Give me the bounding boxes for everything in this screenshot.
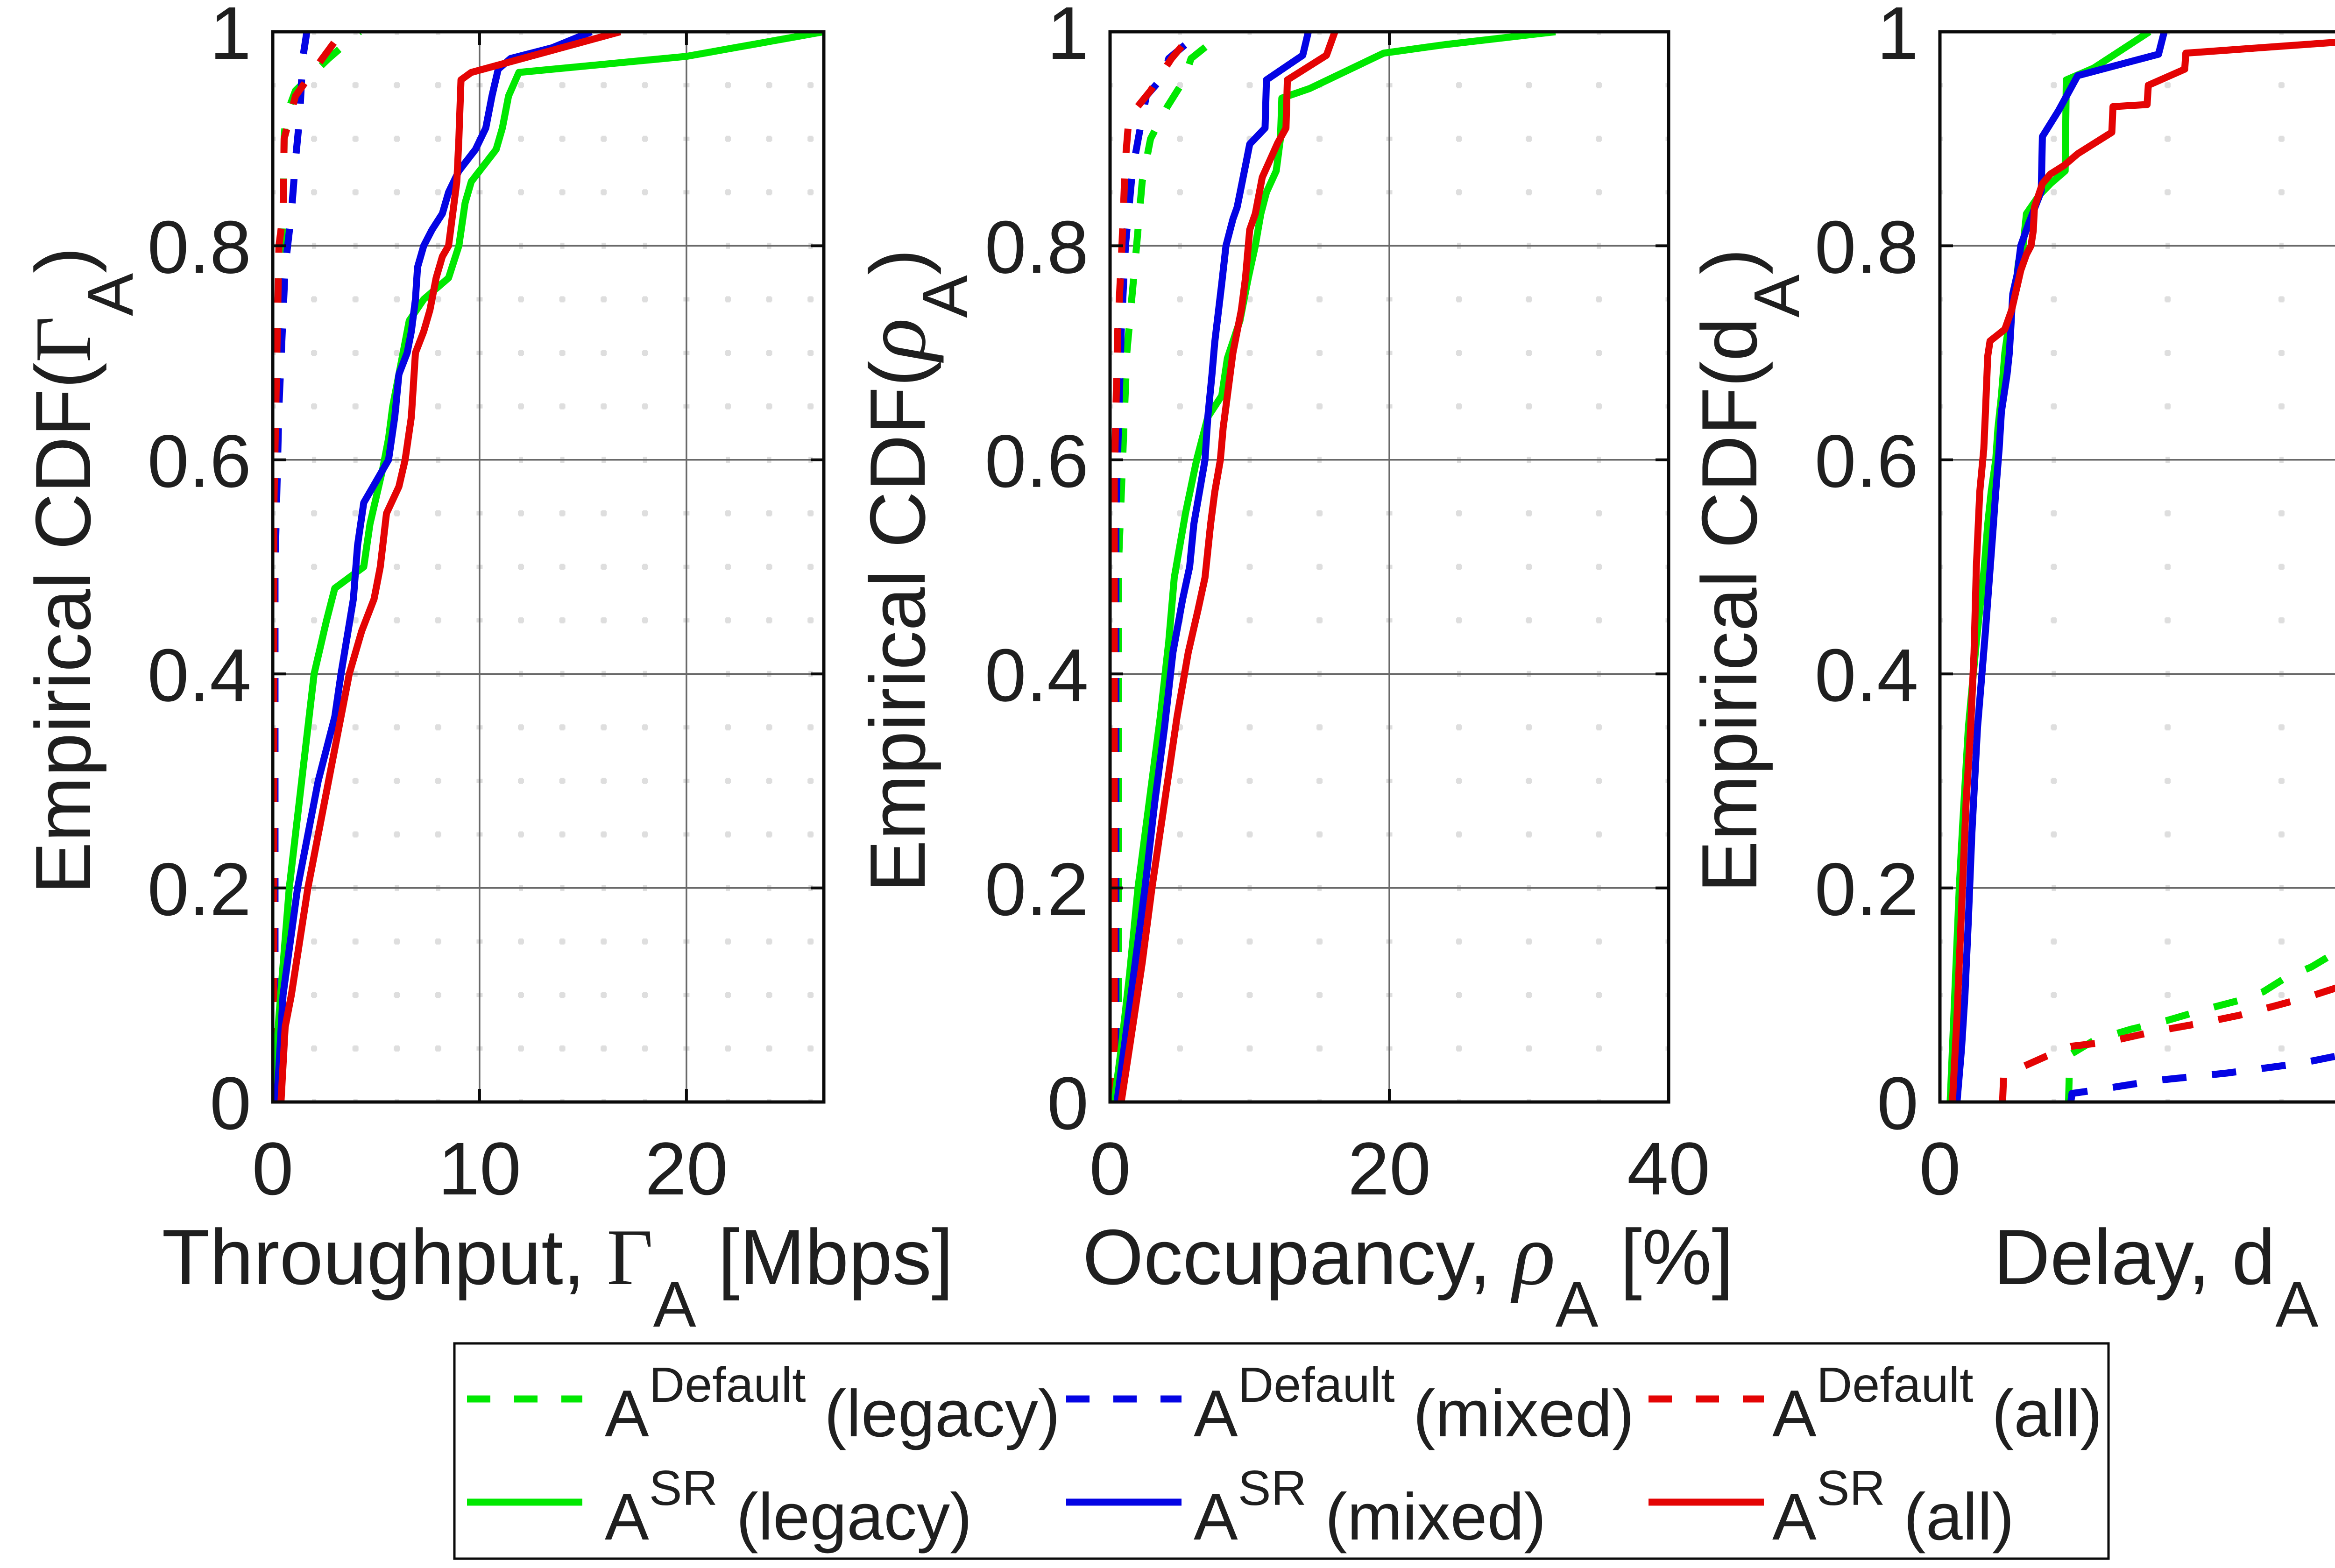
svg-text:0.8: 0.8 <box>985 205 1089 289</box>
svg-text:10: 10 <box>438 1127 521 1210</box>
svg-text:0.4: 0.4 <box>985 633 1089 717</box>
svg-text:0.6: 0.6 <box>985 419 1089 503</box>
svg-text:0: 0 <box>1919 1127 1961 1210</box>
svg-text:0.4: 0.4 <box>148 633 251 717</box>
svg-text:0.6: 0.6 <box>1815 419 1918 503</box>
svg-text:0.8: 0.8 <box>148 205 251 289</box>
svg-text:0.8: 0.8 <box>1815 205 1918 289</box>
svg-text:20: 20 <box>1348 1127 1431 1210</box>
svg-text:0.2: 0.2 <box>985 848 1089 931</box>
svg-text:0.2: 0.2 <box>148 848 251 931</box>
svg-text:1: 1 <box>1047 0 1089 75</box>
svg-text:0: 0 <box>1877 1061 1918 1145</box>
svg-text:0.6: 0.6 <box>148 419 251 503</box>
svg-text:0.2: 0.2 <box>1815 848 1918 931</box>
svg-text:1: 1 <box>210 0 251 75</box>
svg-text:0: 0 <box>210 1061 251 1145</box>
svg-text:1: 1 <box>1877 0 1918 75</box>
svg-text:0.4: 0.4 <box>1815 633 1918 717</box>
svg-text:20: 20 <box>645 1127 728 1210</box>
svg-text:0: 0 <box>1047 1061 1089 1145</box>
svg-text:0: 0 <box>1090 1127 1131 1210</box>
svg-text:40: 40 <box>1627 1127 1710 1210</box>
svg-text:0: 0 <box>252 1127 294 1210</box>
